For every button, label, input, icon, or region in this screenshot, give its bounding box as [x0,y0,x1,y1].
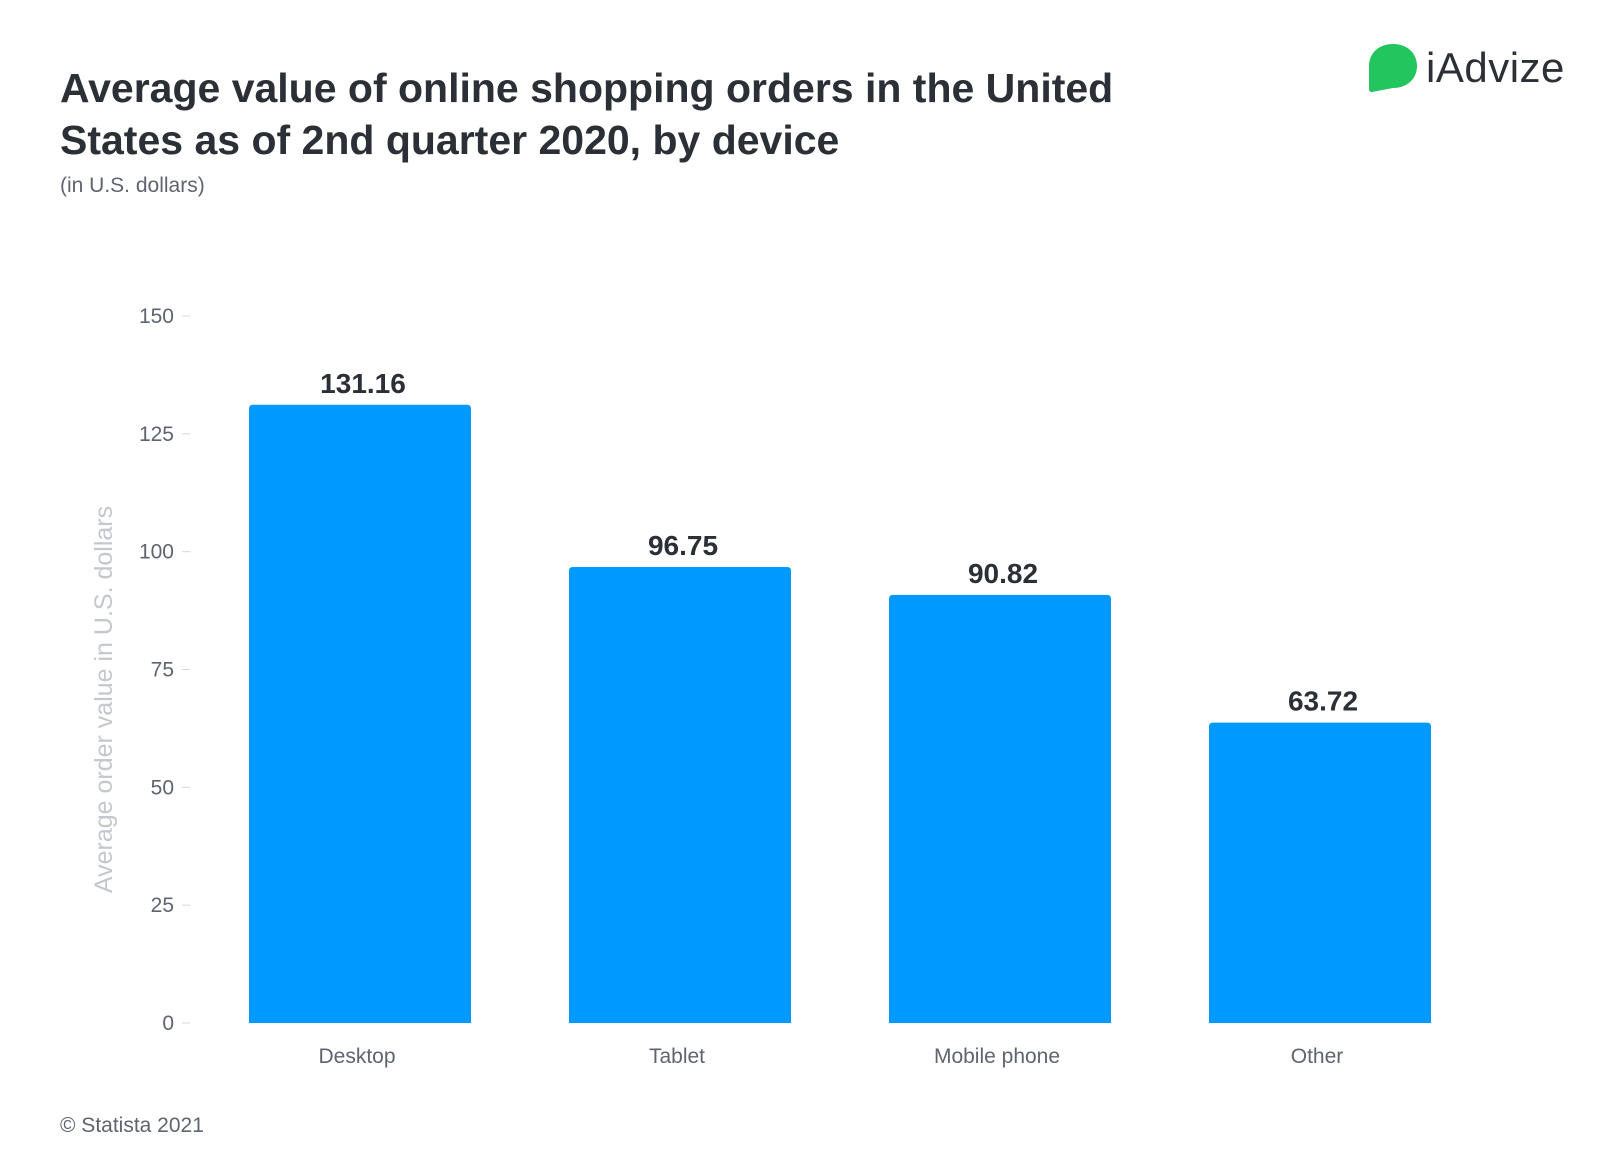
y-tick-label: 75 [151,659,174,682]
y-tick-label: 100 [139,541,174,564]
y-tick-label: 125 [139,423,174,446]
bar-mobile-phone[interactable] [889,594,1111,1023]
chart-title: Average value of online shopping orders … [60,65,1114,163]
x-category-label: Other [1291,1045,1344,1068]
y-tick-label: 0 [162,1012,174,1035]
brand-logo: iAdvize [1366,38,1565,98]
y-tick-label: 150 [139,305,174,328]
x-category-label: Mobile phone [934,1045,1060,1068]
bar-value-label: 90.82 [968,558,1038,589]
bar-tablet[interactable] [569,566,791,1023]
y-axis-title: Average order value in U.S. dollars [90,506,118,893]
bar-value-label: 96.75 [648,530,718,561]
x-category-label: Desktop [318,1045,395,1068]
bar-value-label: 131.16 [320,368,406,399]
chart-subtitle: (in U.S. dollars) [60,174,205,197]
speech-bubble-icon [1369,44,1417,92]
y-tick-label: 50 [151,776,174,799]
y-tick-label: 25 [151,894,174,917]
x-category-label: Tablet [649,1045,705,1068]
bar-other[interactable] [1209,722,1431,1023]
brand-logo-text: iAdvize [1426,44,1565,91]
bar-value-label: 63.72 [1288,686,1358,717]
source-credit: © Statista 2021 [60,1114,204,1137]
bar-desktop[interactable] [249,404,471,1023]
